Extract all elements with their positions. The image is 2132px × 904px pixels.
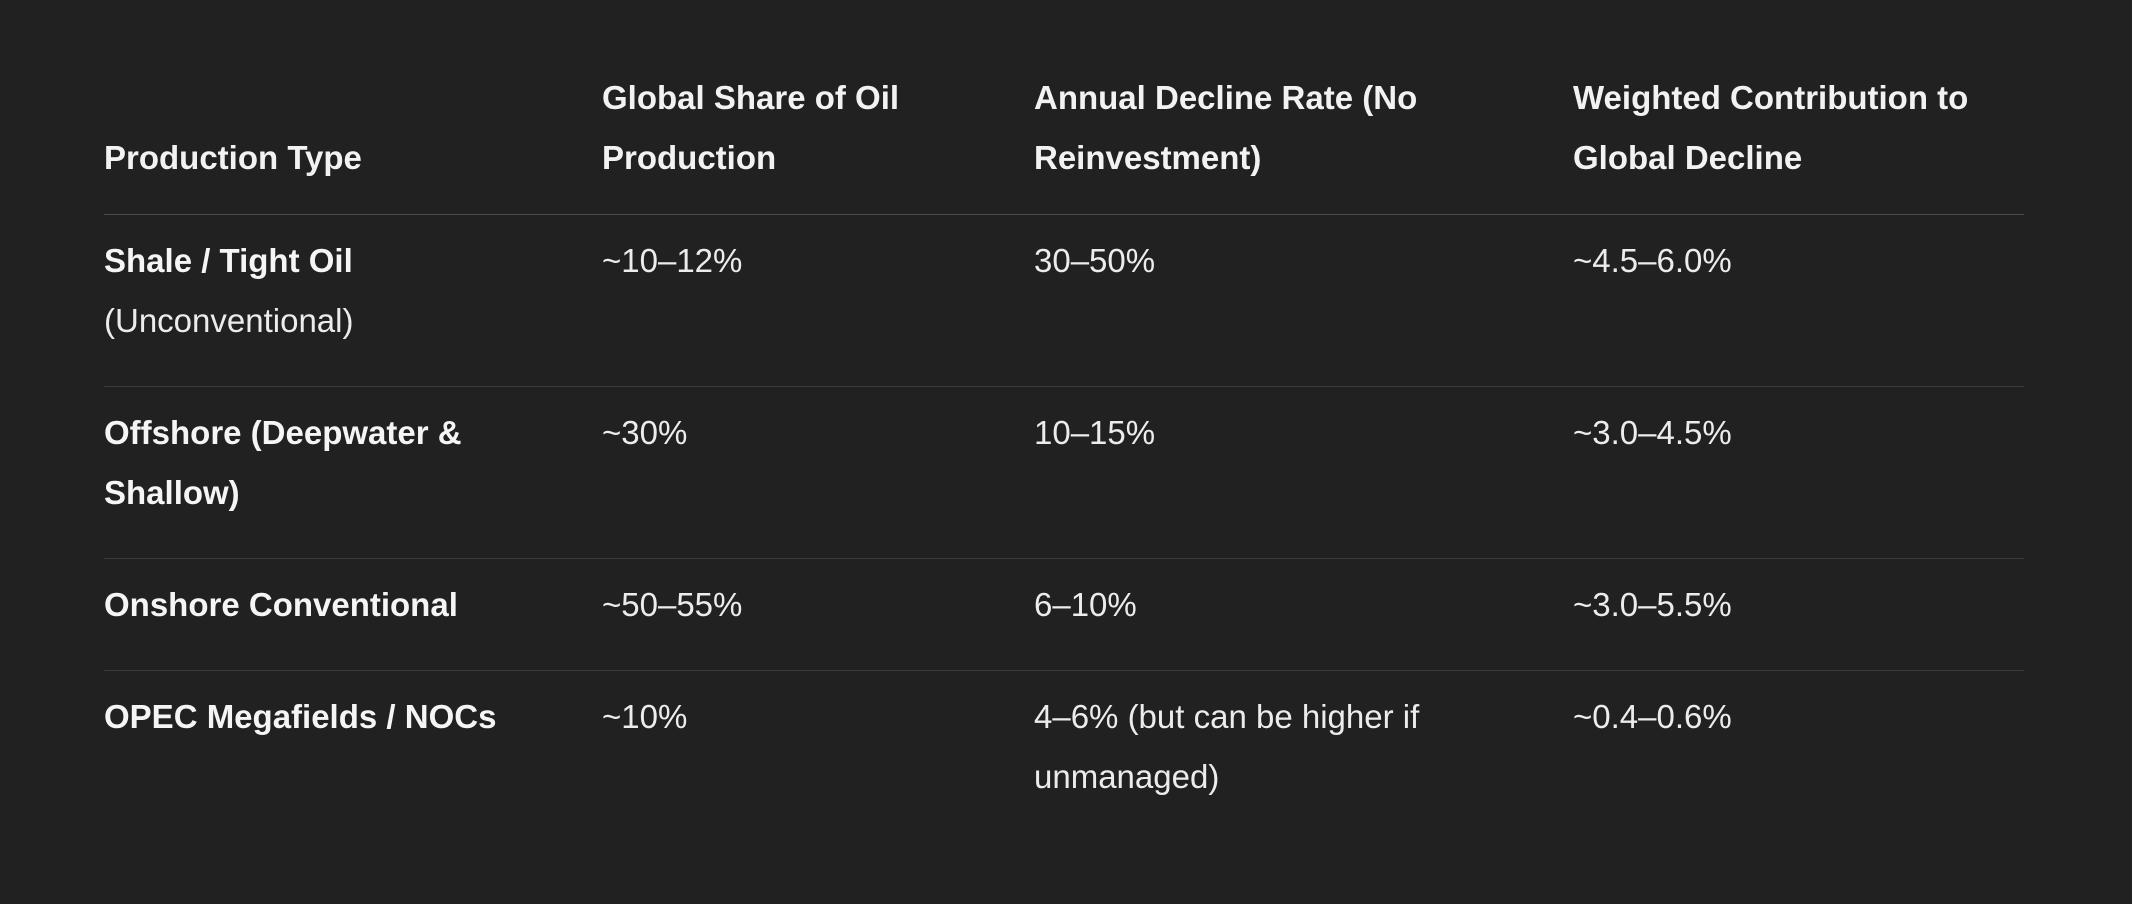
cell-global-share: ~50–55% — [602, 558, 1034, 671]
cell-decline-rate: 30–50% — [1034, 214, 1573, 387]
cell-production-type: Onshore Conventional — [104, 558, 602, 671]
cell-decline-rate: 4–6% (but can be higher if unmanaged) — [1034, 698, 1420, 795]
cell-decline-rate: 10–15% — [1034, 386, 1573, 559]
production-type-name: Onshore Conventional — [104, 586, 458, 623]
production-type-name: Offshore (Deepwater & Shallow) — [104, 414, 462, 511]
decline-rate-table-container: Production Type Global Share of Oil Prod… — [104, 68, 2024, 823]
header-production-type: Production Type — [104, 68, 602, 215]
cell-weighted-contribution: ~3.0–4.5% — [1573, 386, 2024, 559]
production-type-name: Shale / Tight Oil — [104, 242, 353, 279]
cell-weighted-contribution: ~0.4–0.6% — [1573, 698, 1732, 735]
cell-global-share: ~10% — [602, 698, 688, 735]
cell-production-type: Shale / Tight Oil (Unconventional) — [104, 214, 602, 387]
cell-global-share: ~30% — [602, 386, 1034, 559]
header-global-share: Global Share of Oil Production — [602, 68, 1034, 215]
table-row: Offshore (Deepwater & Shallow) ~30% 10–1… — [104, 386, 2024, 559]
cell-weighted-contribution: ~4.5–6.0% — [1573, 214, 2024, 387]
table-row: Shale / Tight Oil (Unconventional) ~10–1… — [104, 214, 2024, 387]
header-weighted-contribution: Weighted Contribution to Global Decline — [1573, 68, 2024, 215]
header-annual-decline-rate: Annual Decline Rate (No Reinvestment) — [1034, 68, 1573, 215]
production-type-qualifier: (Unconventional) — [104, 302, 354, 339]
table-header-row: Production Type Global Share of Oil Prod… — [104, 68, 2024, 215]
production-type-name: OPEC Megafields / NOCs — [104, 698, 497, 735]
cell-weighted-contribution: ~3.0–5.5% — [1573, 558, 2024, 671]
table-row: Onshore Conventional ~50–55% 6–10% ~3.0–… — [104, 558, 2024, 671]
cell-production-type: OPEC Megafields / NOCs — [104, 671, 602, 823]
cell-decline-rate: 6–10% — [1034, 558, 1573, 671]
cell-production-type: Offshore (Deepwater & Shallow) — [104, 386, 602, 559]
decline-rate-table: Production Type Global Share of Oil Prod… — [104, 68, 2024, 823]
cell-global-share: ~10–12% — [602, 214, 1034, 387]
table-row: OPEC Megafields / NOCs ~10% 4–6% (but ca… — [104, 671, 2024, 823]
